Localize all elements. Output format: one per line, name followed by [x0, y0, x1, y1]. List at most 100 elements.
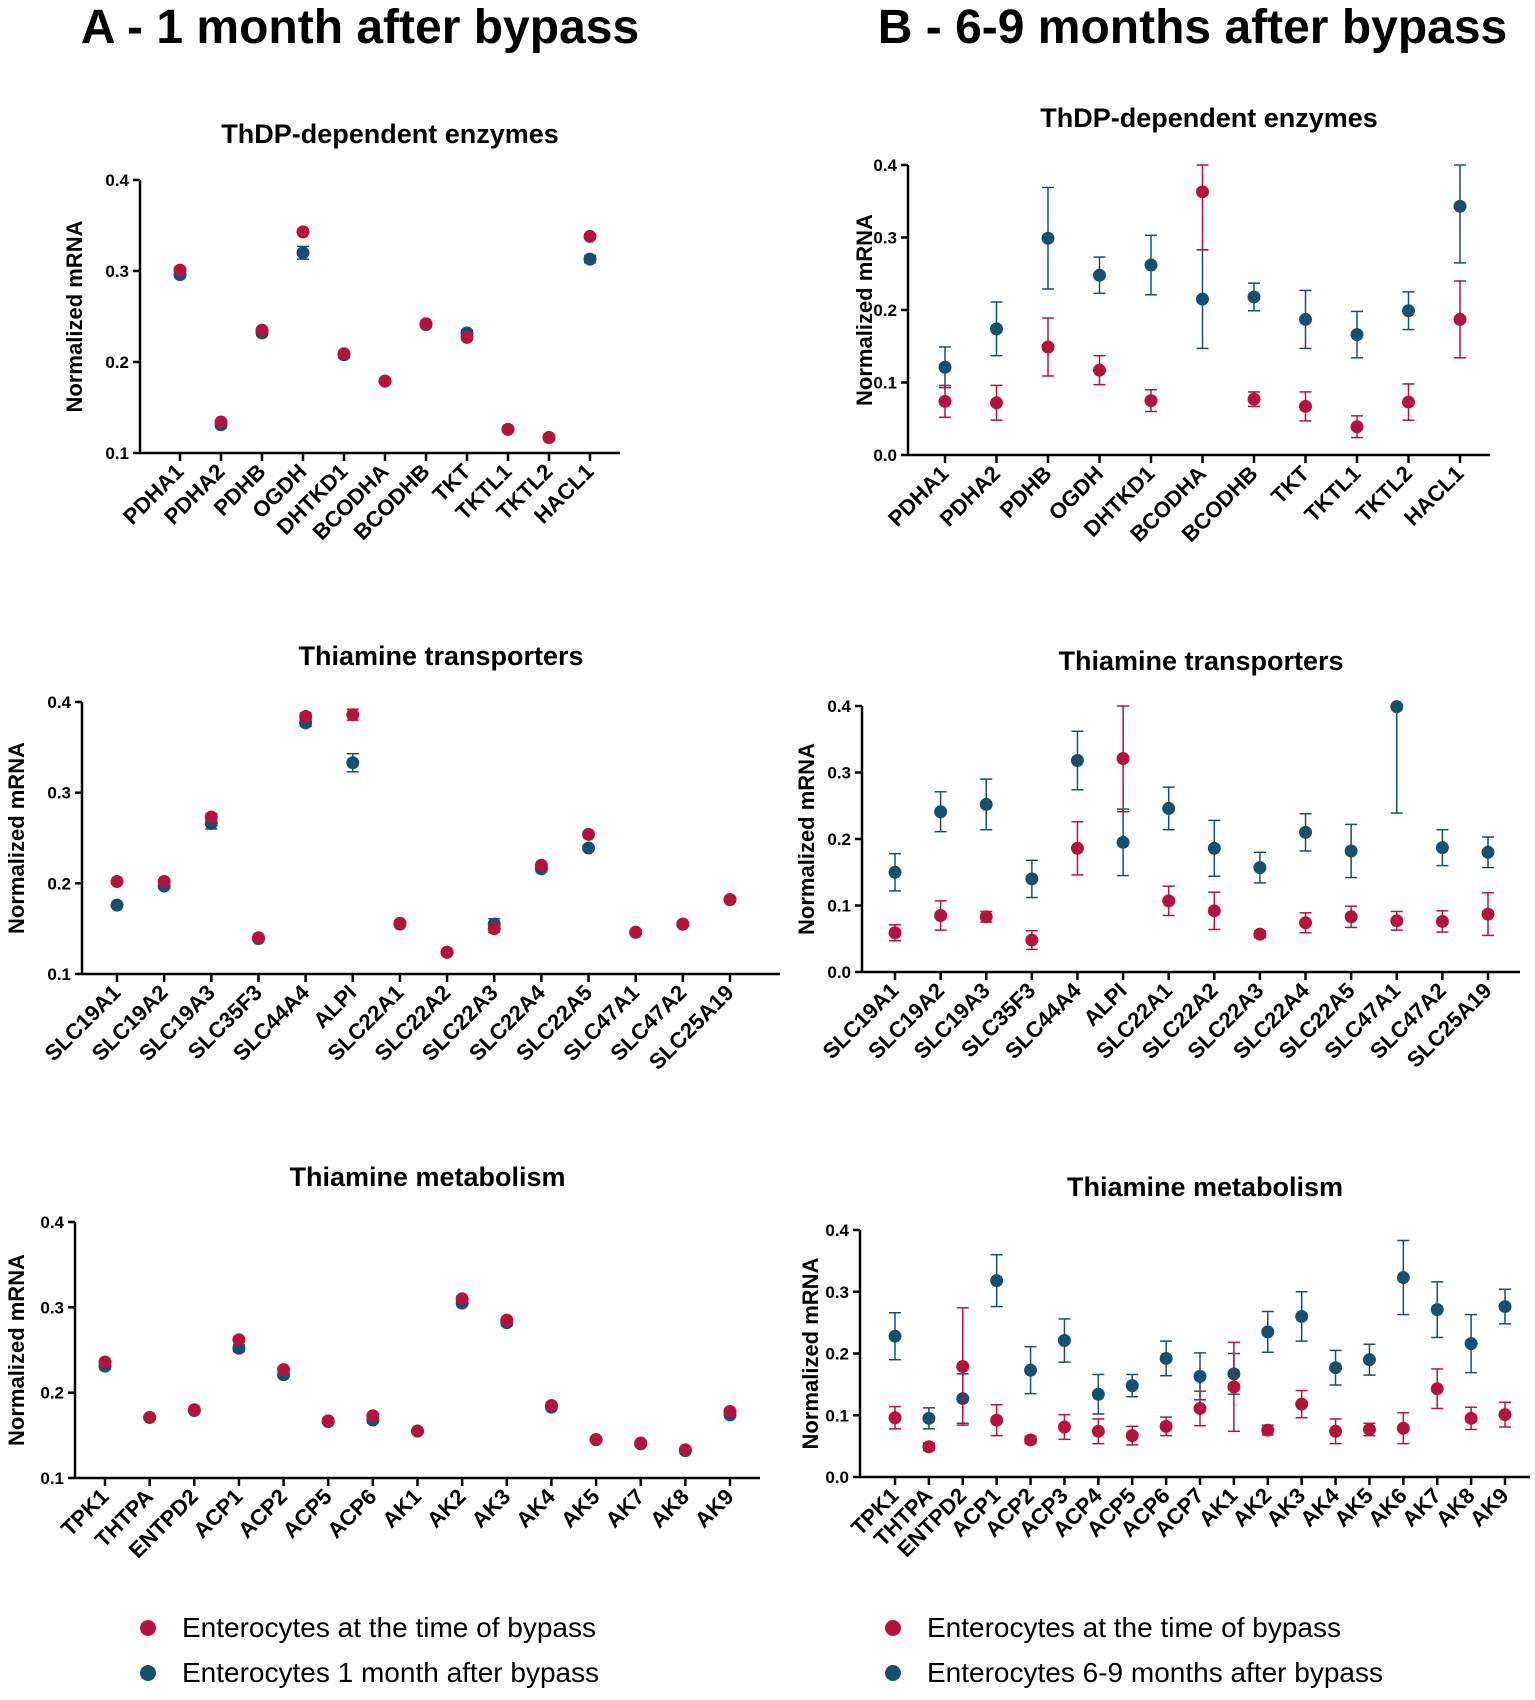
data-point-red — [487, 922, 501, 936]
y-tick-label: 0.4 — [40, 1213, 64, 1232]
x-tick-label: TKTL1 — [1299, 461, 1365, 527]
data-point-red — [1402, 395, 1415, 409]
data-point-blue — [1025, 872, 1039, 886]
data-point-red — [888, 1411, 902, 1425]
legend-marker-blue — [140, 1665, 156, 1681]
y-tick-label: 0.3 — [40, 1298, 64, 1317]
data-point-blue — [1396, 1271, 1410, 1285]
data-point-red — [296, 225, 310, 239]
data-point-blue — [1295, 1309, 1309, 1323]
data-point-blue — [1125, 1379, 1139, 1393]
data-point-blue — [1299, 312, 1312, 326]
data-point-blue — [1144, 258, 1158, 272]
data-point-red — [251, 931, 265, 945]
x-tick-label: AK7 — [600, 1484, 649, 1533]
y-tick-label: 0.4 — [827, 697, 851, 716]
x-tick-label: AK9 — [690, 1484, 739, 1533]
y-tick-label: 0.1 — [825, 1406, 849, 1425]
y-tick-label: 0.3 — [873, 229, 897, 248]
panel-a-title: A - 1 month after bypass — [80, 1, 640, 54]
data-point-red — [723, 1404, 737, 1418]
y-axis-label: Normalized mRNA — [798, 1257, 823, 1449]
data-point-red — [542, 431, 556, 445]
data-point-red — [979, 910, 993, 924]
data-point-red — [938, 394, 952, 408]
data-point-blue — [110, 898, 124, 912]
legend-label: Enterocytes at the time of bypass — [927, 1612, 1341, 1643]
data-point-red — [366, 1409, 380, 1423]
data-point-blue — [1116, 835, 1130, 849]
x-tick-label: ACP1 — [188, 1484, 247, 1543]
data-point-red — [277, 1363, 291, 1377]
y-tick-label: 0.1 — [40, 1469, 64, 1488]
y-tick-label: 0.1 — [47, 965, 71, 984]
y-tick-label: 0.2 — [825, 1345, 849, 1364]
data-point-red — [934, 908, 948, 922]
panel-b-title: B - 6-9 months after bypass — [877, 1, 1508, 54]
data-point-red — [1435, 914, 1449, 928]
data-point-blue — [1453, 199, 1467, 213]
data-point-red — [232, 1333, 246, 1347]
data-point-red — [255, 323, 269, 337]
data-point-red — [1196, 185, 1209, 199]
legend-panel-a: Enterocytes at the time of bypass Entero… — [140, 1608, 700, 1698]
y-axis-label: Normalized mRNA — [794, 743, 819, 935]
data-point-blue — [1435, 841, 1449, 855]
data-point-red — [321, 1414, 335, 1428]
x-tick-label: AK1 — [377, 1484, 426, 1533]
x-tick-label: AK2 — [422, 1484, 471, 1533]
legend-marker-red — [885, 1620, 901, 1636]
x-tick-label: ACP6 — [322, 1484, 381, 1543]
data-point-red — [1162, 894, 1176, 908]
data-point-red — [534, 858, 548, 872]
y-tick-label: 0.0 — [873, 446, 897, 465]
data-point-blue — [990, 322, 1003, 336]
y-tick-label: 0.1 — [105, 444, 129, 463]
data-point-red — [1344, 910, 1358, 924]
data-point-red — [589, 1433, 603, 1447]
data-point-red — [1253, 927, 1267, 941]
data-point-red — [393, 916, 407, 930]
data-point-blue — [1247, 290, 1261, 304]
x-tick-label: PDHB — [995, 461, 1057, 523]
data-point-blue — [346, 756, 360, 770]
data-point-red — [990, 1413, 1004, 1427]
data-point-blue — [1091, 1387, 1105, 1401]
data-point-red — [1125, 1429, 1139, 1443]
data-point-red — [337, 347, 351, 361]
data-point-red — [346, 708, 360, 722]
data-point-red — [157, 875, 171, 889]
data-point-blue — [1193, 1369, 1207, 1383]
y-tick-label: 0.4 — [825, 1221, 849, 1240]
y-tick-label: 0.1 — [827, 897, 851, 916]
chart-title: Thiamine metabolism — [289, 1162, 565, 1192]
chart-title: Thiamine transporters — [1058, 646, 1343, 676]
legend-label: Enterocytes 1 month after bypass — [182, 1657, 600, 1688]
data-point-red — [888, 926, 902, 940]
y-axis-label: Normalized mRNA — [4, 742, 29, 934]
data-point-red — [1093, 363, 1106, 377]
data-point-red — [922, 1440, 936, 1454]
y-tick-label: 0.1 — [873, 374, 897, 393]
data-point-red — [1299, 399, 1312, 413]
data-point-blue — [938, 360, 952, 374]
x-tick-label: AK8 — [645, 1484, 694, 1533]
data-point-blue — [979, 797, 993, 811]
chart-title: Thiamine metabolism — [1067, 1172, 1343, 1202]
data-point-blue — [1162, 801, 1176, 815]
legend-marker-red — [140, 1620, 156, 1636]
data-point-red — [1070, 841, 1084, 855]
data-point-blue — [296, 246, 310, 260]
data-point-blue — [1402, 304, 1415, 318]
data-point-red — [583, 229, 597, 243]
data-point-red — [1464, 1411, 1478, 1425]
y-axis-label: Normalized mRNA — [4, 1254, 29, 1446]
data-point-blue — [1329, 1361, 1343, 1375]
data-point-red — [455, 1292, 469, 1306]
data-point-blue — [1093, 268, 1106, 282]
y-tick-label: 0.2 — [47, 874, 71, 893]
data-point-blue — [922, 1411, 936, 1425]
data-point-red — [299, 710, 313, 724]
y-tick-label: 0.3 — [825, 1283, 849, 1302]
